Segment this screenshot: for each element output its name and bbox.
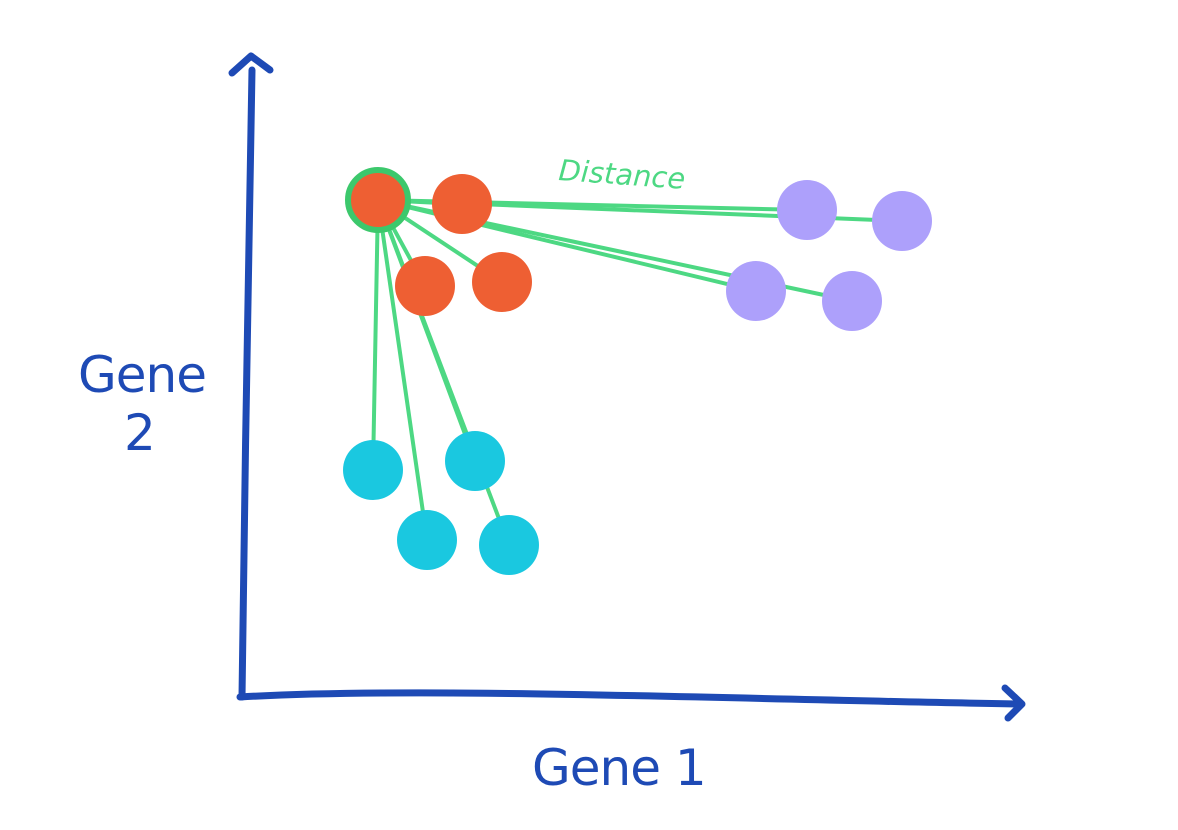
purple-point-3 [726,261,786,321]
red-point-3 [395,256,455,316]
axes [228,52,1026,722]
data-points [343,167,932,575]
cyan-point-3 [397,510,457,570]
y-axis-label-line1: Gene [78,346,206,404]
x-axis-label: Gene 1 [532,739,706,797]
distance-line-cyan-1 [371,229,380,467]
y-axis-label-line2: 2 [124,404,155,462]
distance-line-cyan-3 [380,229,429,537]
purple-point-2 [872,191,932,251]
y-axis-line [238,66,256,701]
red-point-4 [472,252,532,312]
distance-lines [371,198,899,542]
cyan-point-4 [479,515,539,575]
y-axis-arrowhead [228,52,274,77]
cyan-point-1 [343,440,403,500]
red-point-2 [432,174,492,234]
cyan-point-2 [445,431,505,491]
purple-point-4 [822,271,882,331]
selected-point-ring [345,167,411,233]
x-axis-line [236,689,1022,708]
distance-label: Distance [558,153,687,196]
purple-point-1 [777,180,837,240]
x-axis-arrowhead [1001,684,1026,722]
red-point-1 [348,170,408,230]
